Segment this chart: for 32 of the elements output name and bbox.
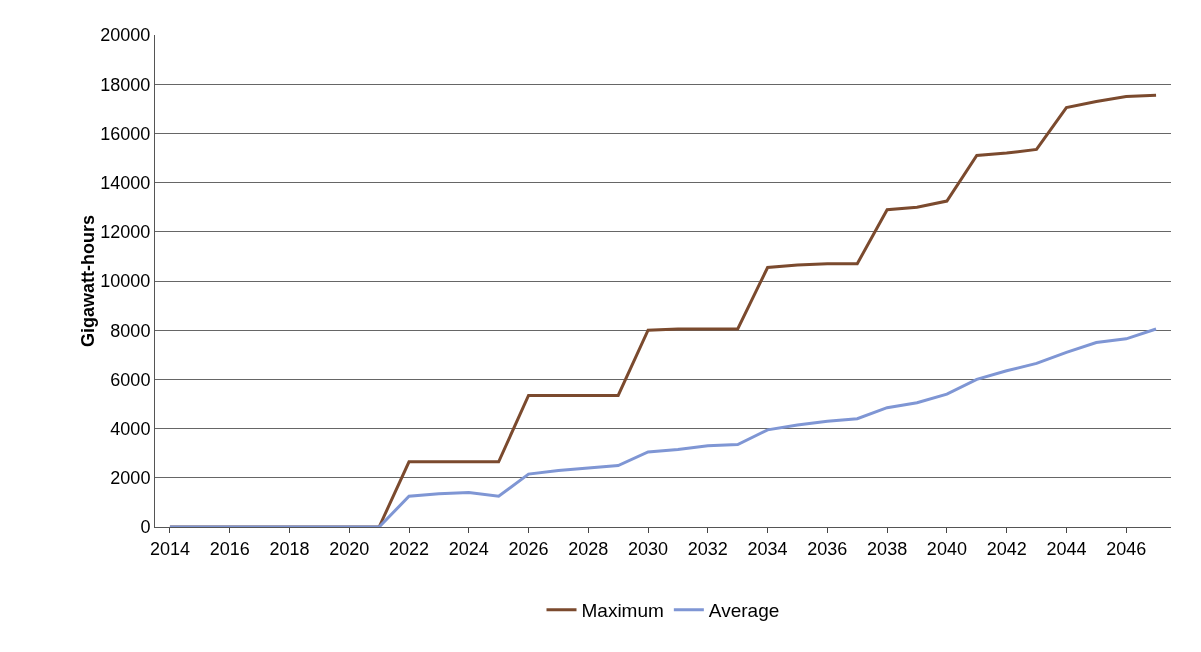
y-tick-label: 10000 xyxy=(100,271,151,292)
x-tick-label: 2042 xyxy=(986,538,1027,559)
x-tick-label: 2028 xyxy=(568,538,609,559)
x-tick-label: 2020 xyxy=(329,538,370,559)
x-tick-label: 2016 xyxy=(209,538,250,559)
x-tick-label: 2044 xyxy=(1046,538,1087,559)
y-tick-label: 20000 xyxy=(100,25,151,46)
x-tick-label: 2018 xyxy=(269,538,310,559)
x-tick-label: 2014 xyxy=(149,538,190,559)
y-tick-label: 2000 xyxy=(110,468,151,489)
y-tick-label: 8000 xyxy=(110,320,151,341)
x-tick-label: 2026 xyxy=(508,538,549,559)
x-tick-label: 2046 xyxy=(1106,538,1147,559)
y-tick-label: 16000 xyxy=(100,123,151,144)
legend-label: Average xyxy=(708,600,780,622)
x-tick-label: 2022 xyxy=(388,538,430,559)
y-tick-label: 12000 xyxy=(100,222,151,243)
x-tick-label: 2036 xyxy=(807,538,848,559)
x-tick-label: 2038 xyxy=(867,538,908,559)
y-tick-label: 14000 xyxy=(100,172,151,193)
y-axis-title: Gigawatt-hours xyxy=(78,214,99,348)
y-tick-label: 18000 xyxy=(100,74,151,95)
y-tick-label: 6000 xyxy=(110,369,151,390)
x-tick-label: 2024 xyxy=(448,538,489,559)
x-tick-label: 2040 xyxy=(926,538,967,559)
legend-label: Maximum xyxy=(581,600,664,622)
y-tick-label: 0 xyxy=(140,517,151,538)
y-tick-label: 4000 xyxy=(110,418,151,439)
x-tick-label: 2030 xyxy=(628,538,669,559)
x-tick-label: 2034 xyxy=(747,538,788,559)
x-tick-label: 2032 xyxy=(687,538,728,559)
line-series xyxy=(168,327,1158,527)
